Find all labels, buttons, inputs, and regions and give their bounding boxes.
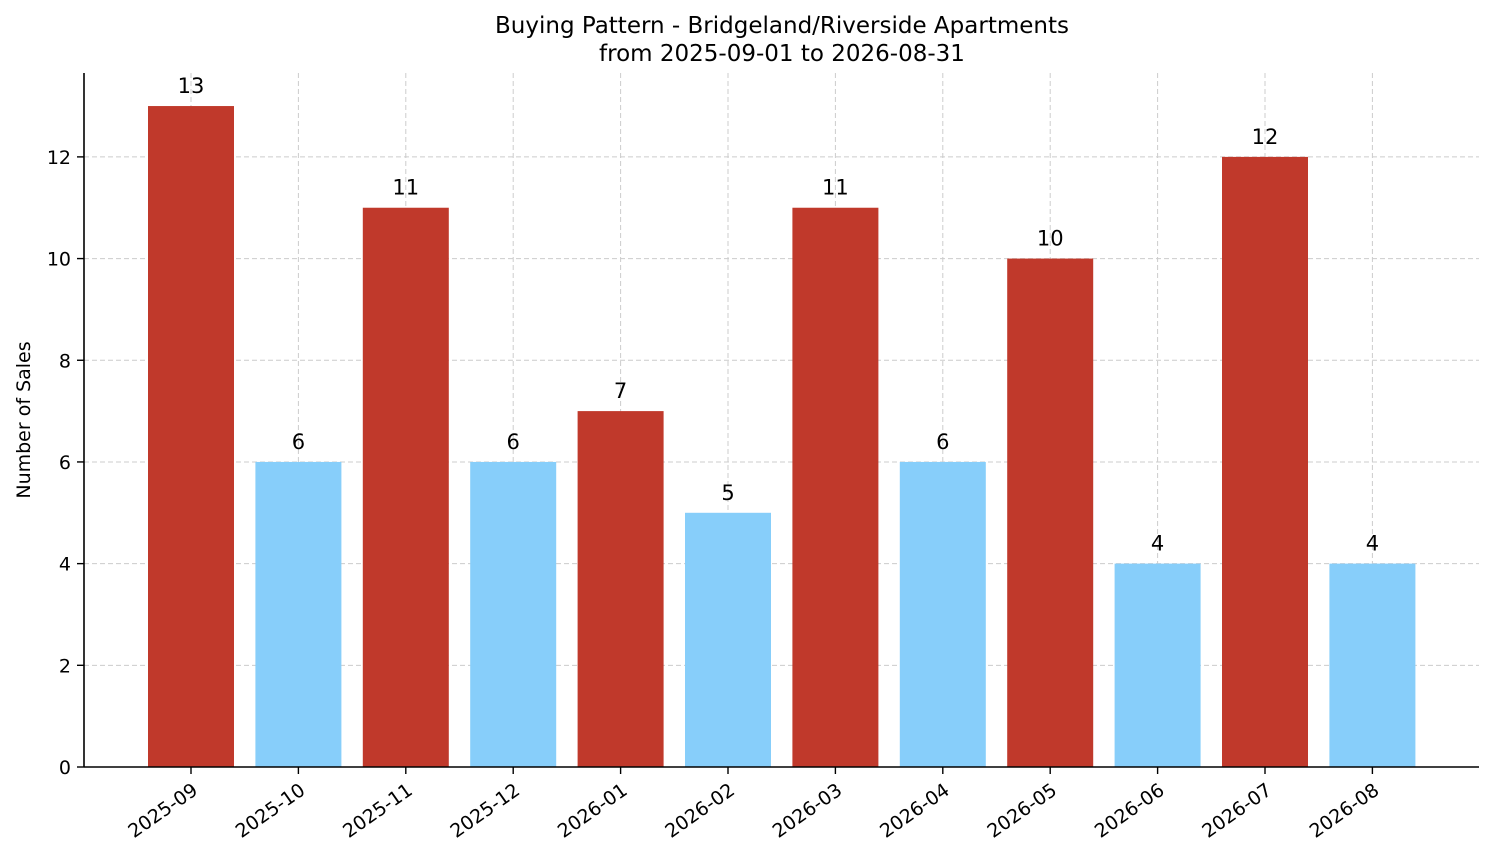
y-tick-label: 6 bbox=[59, 452, 71, 474]
y-tick-label: 8 bbox=[59, 350, 71, 372]
bar bbox=[1114, 563, 1201, 767]
x-tick-label: 2025-12 bbox=[446, 779, 524, 843]
x-tick-label: 2026-03 bbox=[769, 779, 847, 843]
bar-value-label: 6 bbox=[292, 430, 305, 454]
bar bbox=[577, 411, 664, 767]
x-tick-label: 2025-10 bbox=[232, 779, 310, 843]
x-tick-label: 2026-02 bbox=[661, 779, 739, 843]
bar-value-label: 6 bbox=[936, 430, 949, 454]
y-tick-label: 12 bbox=[47, 147, 71, 169]
bar-value-label: 12 bbox=[1252, 125, 1279, 149]
label-layer: 13 6 11 6 7 5 11 6 10 4 12 4 bbox=[178, 74, 1379, 556]
x-tick-label: 2025-09 bbox=[124, 779, 202, 843]
x-tick-label: 2026-07 bbox=[1198, 779, 1276, 843]
bar bbox=[362, 207, 449, 767]
bar bbox=[1329, 563, 1416, 767]
bar bbox=[1007, 258, 1094, 767]
x-tick-label: 2025-11 bbox=[339, 779, 417, 843]
x-tick-label: 2026-05 bbox=[983, 779, 1061, 843]
y-tick-label: 4 bbox=[59, 554, 71, 576]
x-tick-label: 2026-06 bbox=[1091, 779, 1169, 843]
bar-value-label: 11 bbox=[392, 176, 419, 200]
bar bbox=[255, 461, 342, 767]
bar-layer bbox=[148, 106, 1416, 768]
chart-title: Buying Pattern - Bridgeland/Riverside Ap… bbox=[495, 13, 1069, 39]
bar-value-label: 11 bbox=[822, 176, 849, 200]
bar-value-label: 6 bbox=[507, 430, 520, 454]
bar bbox=[685, 512, 771, 767]
chart-subtitle: from 2025-09-01 to 2026-08-31 bbox=[599, 41, 965, 67]
bar-value-label: 10 bbox=[1037, 227, 1064, 251]
bar bbox=[792, 207, 879, 767]
y-tick-label: 10 bbox=[47, 249, 71, 271]
bar bbox=[1222, 156, 1308, 767]
bar bbox=[470, 461, 557, 767]
bar bbox=[899, 461, 986, 767]
bar-value-label: 4 bbox=[1366, 532, 1379, 556]
y-tick-label: 0 bbox=[59, 757, 71, 779]
bar-value-label: 7 bbox=[614, 379, 627, 403]
y-axis-label: Number of Sales bbox=[13, 341, 35, 498]
x-tick-label: 2026-08 bbox=[1306, 779, 1384, 843]
axis-layer bbox=[83, 73, 1479, 768]
x-tick-label: 2026-01 bbox=[554, 779, 632, 843]
y-tick-label: 2 bbox=[59, 655, 71, 677]
bar-value-label: 13 bbox=[178, 74, 205, 98]
bar-value-label: 4 bbox=[1151, 532, 1164, 556]
bar-value-label: 5 bbox=[721, 481, 734, 505]
bar bbox=[148, 106, 234, 768]
x-tick-label: 2026-04 bbox=[876, 779, 954, 843]
